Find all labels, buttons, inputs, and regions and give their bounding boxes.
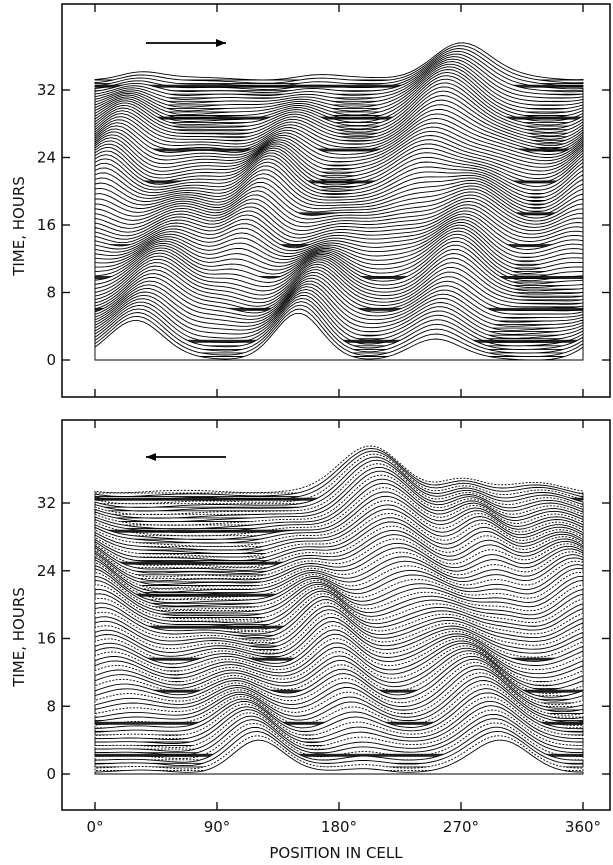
ridge-trace xyxy=(94,308,584,358)
bottom-ridgeline-plot xyxy=(94,445,584,775)
bottom-x-ticks: 0° 90° 180° 270° 360° xyxy=(86,420,601,836)
top-y-axis-label: TIME, HOURS xyxy=(10,176,28,277)
x-tick-label: 270° xyxy=(443,818,479,836)
top-direction-arrow xyxy=(146,39,226,47)
y-tick-label: 16 xyxy=(37,216,56,234)
bottom-panel: 0 8 16 24 32 0° 90° 180° 270° 360° TIME, HOURS P… xyxy=(10,419,611,862)
y-tick-label: 32 xyxy=(37,81,56,99)
x-tick-label: 180° xyxy=(321,818,357,836)
dense-band xyxy=(95,148,583,152)
y-tick-label: 32 xyxy=(37,494,56,512)
y-tick-label: 0 xyxy=(46,351,56,369)
top-panel-frame xyxy=(61,3,611,398)
top-panel: 0 8 16 24 32 TIME, HOURS xyxy=(10,3,611,398)
dense-band xyxy=(95,180,583,184)
y-tick-label: 24 xyxy=(37,149,56,167)
arrow-head xyxy=(146,453,156,461)
bottom-panel-frame xyxy=(61,419,611,811)
x-tick-label: 360° xyxy=(565,818,601,836)
bottom-y-ticks: 0 8 16 24 32 xyxy=(37,494,610,783)
dense-band xyxy=(95,753,583,757)
bottom-y-axis-label: TIME, HOURS xyxy=(10,587,28,688)
top-ridgeline-plot xyxy=(94,42,584,361)
x-axis-label: POSITION IN CELL xyxy=(269,844,403,862)
ridge-trace xyxy=(94,304,584,354)
top-y-ticks: 0 8 16 24 32 xyxy=(37,4,610,397)
arrow-head xyxy=(216,39,226,47)
dense-band xyxy=(95,84,583,88)
bottom-direction-arrow xyxy=(146,453,226,461)
x-tick-label: 0° xyxy=(86,818,103,836)
x-tick-label: 90° xyxy=(204,818,231,836)
y-tick-label: 16 xyxy=(37,630,56,648)
y-tick-label: 0 xyxy=(46,765,56,783)
ridge-trace xyxy=(94,739,584,775)
y-tick-label: 8 xyxy=(46,697,56,715)
dense-band xyxy=(95,116,583,120)
ridge-trace xyxy=(94,312,584,361)
y-tick-label: 8 xyxy=(46,284,56,302)
y-tick-label: 24 xyxy=(37,562,56,580)
